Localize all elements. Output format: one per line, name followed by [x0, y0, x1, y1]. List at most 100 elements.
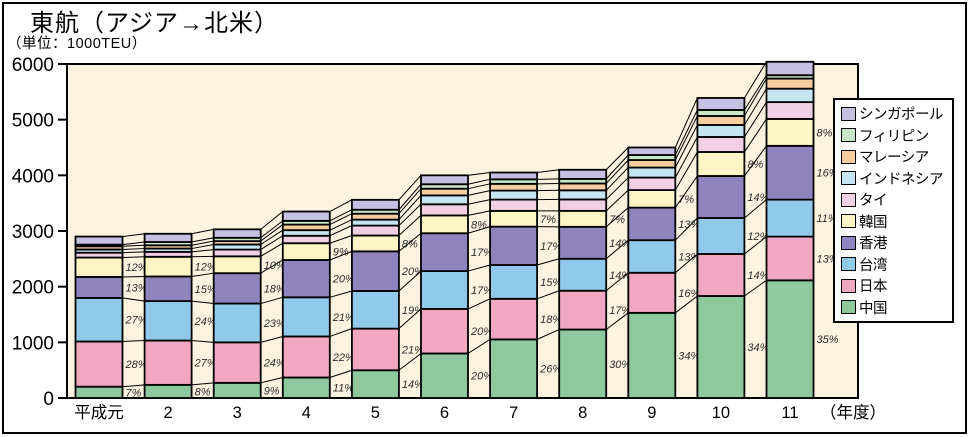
bar-segment — [489, 297, 539, 341]
legend-label: 日本 — [859, 279, 888, 296]
segment-percent-label: 8% — [402, 238, 418, 250]
bar-segment — [765, 198, 815, 238]
connector-line — [122, 297, 145, 302]
bar-segment — [696, 151, 746, 177]
segment-percent-label: 7% — [540, 214, 556, 226]
bar-segment — [212, 302, 262, 344]
connector-line — [329, 328, 353, 337]
legend-item: 日本 — [841, 276, 952, 296]
connector-line — [191, 340, 214, 343]
bar-segment — [696, 175, 746, 219]
bar-segment — [281, 376, 331, 399]
legend-swatch — [841, 128, 856, 143]
legend-item: タイ — [841, 190, 952, 210]
connector-line — [122, 244, 145, 247]
connector-line — [398, 232, 422, 252]
bar-segment — [281, 234, 331, 245]
segment-percent-label: 27% — [194, 358, 217, 370]
connector-line — [467, 298, 491, 310]
connector-line — [329, 213, 353, 226]
segment-percent-label: 16% — [678, 288, 700, 300]
bar-segment — [558, 328, 608, 399]
connector-line — [605, 312, 629, 330]
legend-item: 香港 — [841, 233, 952, 253]
x-axis-suffix: （年度） — [820, 403, 886, 422]
bar-segment — [627, 206, 677, 242]
legend-item: 台湾 — [841, 254, 952, 274]
connector-line — [191, 300, 214, 305]
bar-segment — [696, 124, 746, 138]
bar-segment — [489, 209, 539, 228]
bar-segment — [696, 253, 746, 297]
connector-line — [260, 259, 284, 274]
connector-line — [467, 338, 491, 354]
bar-segment — [74, 235, 124, 246]
segment-percent-label: 14% — [609, 270, 631, 282]
bar-segment — [489, 225, 539, 266]
bar-segment — [696, 217, 746, 255]
bar-segment — [420, 203, 469, 217]
bar-segment — [558, 182, 608, 192]
segment-percent-label: 17% — [540, 241, 562, 253]
segment-percent-label: 24% — [194, 316, 217, 328]
segment-percent-label: 21% — [401, 344, 424, 356]
connector-line — [605, 147, 629, 171]
connector-line — [398, 195, 422, 220]
bar-segment — [74, 256, 124, 278]
connector-line — [674, 253, 698, 274]
bar-segment — [143, 383, 193, 399]
x-tick-label: 7 — [509, 404, 518, 422]
connector-line — [260, 229, 284, 245]
bar-segment — [489, 171, 539, 181]
x-tick-label: 3 — [233, 404, 242, 422]
legend-swatch — [841, 300, 856, 315]
chart-title: 東航（アジア→北米） — [30, 10, 280, 37]
bar-segment — [627, 239, 677, 274]
bar-segment — [420, 187, 469, 197]
connector-line — [743, 88, 767, 126]
connector-line — [743, 61, 767, 99]
bar-segment — [489, 338, 539, 399]
bar-segment — [74, 385, 124, 399]
legend-swatch — [841, 257, 856, 272]
x-tick-label: 4 — [302, 404, 311, 422]
segment-percent-label: 27% — [125, 315, 148, 327]
connector-line — [674, 295, 698, 314]
x-tick-label: 8 — [578, 404, 587, 422]
bar-segment — [212, 272, 262, 305]
connector-line — [605, 189, 629, 212]
segment-percent-label: 14% — [609, 238, 631, 250]
connector-line — [260, 211, 284, 230]
connector-line — [674, 136, 698, 178]
bar-segment — [696, 115, 746, 126]
connector-line — [744, 236, 767, 255]
segment-percent-label: 18% — [264, 283, 286, 295]
legend-swatch — [841, 192, 856, 207]
connector-line — [605, 177, 629, 200]
segment-percent-label: 17% — [471, 285, 493, 297]
connector-line — [605, 272, 629, 292]
legend-swatch — [841, 214, 856, 229]
connector-line — [467, 226, 491, 234]
x-tick-label: 10 — [712, 404, 730, 422]
connector-line — [467, 178, 491, 185]
connector-line — [536, 329, 560, 340]
segment-percent-label: 34% — [747, 342, 769, 354]
segment-percent-label: 9% — [264, 385, 280, 397]
connector-line — [122, 241, 145, 246]
legend-label: フィリピン — [859, 128, 929, 145]
bar-segment — [281, 335, 331, 379]
segment-percent-label: 17% — [471, 247, 493, 259]
connector-line — [467, 199, 491, 205]
bar-segment — [558, 225, 608, 260]
connector-line — [605, 159, 629, 184]
connector-line — [260, 296, 283, 305]
connector-line — [467, 172, 491, 176]
bar-segment — [558, 168, 608, 180]
segment-percent-label: 21% — [332, 312, 355, 324]
connector-line — [744, 279, 767, 297]
connector-line — [329, 219, 353, 231]
connector-line — [398, 183, 422, 211]
legend: シンガポール フィリピン マレーシア インドネシア タイ 韓国 香港 台湾 日本 中国 — [833, 98, 954, 323]
bar-segment — [420, 214, 469, 235]
